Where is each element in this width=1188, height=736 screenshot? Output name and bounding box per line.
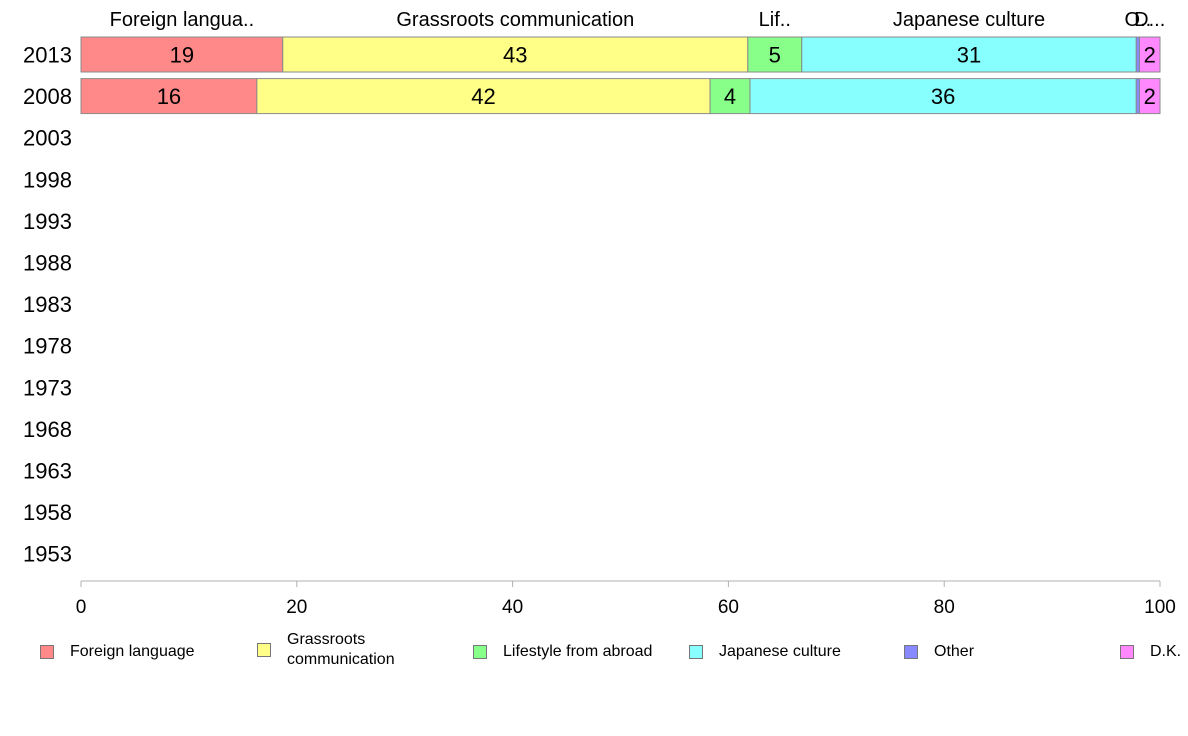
data-label: 31 [957, 43, 981, 68]
data-label: 2 [1144, 43, 1156, 68]
data-label: 5 [769, 43, 781, 68]
stacked-bar-chart: Foreign langua.. Grassroots communication… [23, 9, 1176, 618]
legend-item-dk: D.K. [1120, 642, 1181, 662]
bar-segment [282, 36, 749, 73]
x-axis: 0 20 40 60 80 100 [76, 580, 1176, 618]
legend-swatch [40, 645, 54, 659]
y-axis-labels: 2013 2008 2003 1998 1993 1988 1983 1978 1973 1968… [23, 43, 72, 567]
bar-segment [256, 78, 711, 115]
y-tick-label: 1968 [23, 417, 72, 442]
y-tick-label: 2013 [23, 43, 72, 68]
y-tick-label: 2008 [23, 84, 72, 109]
legend-item-japanese-culture: Japanese culture [689, 642, 841, 662]
legend-item-grassroots-communication: Grassroots communication [257, 630, 395, 670]
legend-label: Japanese culture [719, 643, 841, 660]
data-label: 2 [1144, 84, 1156, 109]
y-tick-label: 1953 [23, 542, 72, 567]
bar-segment [1138, 78, 1161, 115]
y-tick-label: 1958 [23, 500, 72, 525]
legend-swatch [473, 645, 487, 659]
legend-swatch [1120, 645, 1134, 659]
data-label: 16 [157, 84, 181, 109]
bar-segment [709, 78, 751, 115]
x-tick-label: 40 [502, 597, 523, 618]
x-tick-label: 0 [76, 597, 87, 618]
x-tick-label: 100 [1144, 597, 1176, 618]
top-segment-label: O.. [1125, 9, 1152, 31]
legend-item-foreign-language: Foreign language [40, 642, 195, 662]
legend-label: Lifestyle from abroad [503, 643, 653, 660]
bar-segment [1138, 36, 1161, 73]
legend-item-lifestyle-from-abroad: Lifestyle from abroad [473, 642, 652, 662]
legend-label: D.K. [1150, 643, 1182, 660]
y-tick-label: 1993 [23, 209, 72, 234]
y-tick-label: 1983 [23, 292, 72, 317]
y-tick-label: 1963 [23, 459, 72, 484]
bar-segment [749, 78, 1137, 115]
data-label: 36 [931, 84, 955, 109]
legend-label: Foreign language [70, 643, 195, 660]
legend-swatch [904, 645, 918, 659]
legend-item-other: Other [904, 642, 974, 662]
data-label: 19 [170, 43, 194, 68]
legend-swatch [257, 643, 271, 657]
y-tick-label: 1998 [23, 167, 72, 192]
y-tick-label: 1978 [23, 334, 72, 359]
bar-segment [80, 78, 258, 115]
data-label: 43 [503, 43, 527, 68]
top-segment-label: Foreign langua.. [110, 9, 255, 31]
y-tick-label: 2003 [23, 126, 72, 151]
x-tick-label: 20 [286, 597, 307, 618]
x-tick-label: 60 [718, 597, 739, 618]
legend-label: Other [934, 643, 975, 660]
top-segment-label: Japanese culture [893, 9, 1045, 31]
x-tick-label: 80 [934, 597, 955, 618]
data-label: 42 [471, 84, 495, 109]
legend: Foreign language Grassroots communicatio… [0, 630, 1188, 680]
top-segment-label: D... [1134, 9, 1165, 31]
legend-label: Grassroots communication [287, 631, 395, 668]
bars: 19 43 5 31 2 16 42 4 36 2 [80, 36, 1161, 115]
top-segment-label: Grassroots communication [396, 9, 634, 31]
top-segment-label: Lif.. [759, 9, 791, 31]
y-tick-label: 1988 [23, 251, 72, 276]
y-tick-label: 1973 [23, 375, 72, 400]
top-segment-labels: Foreign langua.. Grassroots communication… [110, 9, 1166, 31]
data-label: 4 [724, 84, 736, 109]
legend-swatch [689, 645, 703, 659]
